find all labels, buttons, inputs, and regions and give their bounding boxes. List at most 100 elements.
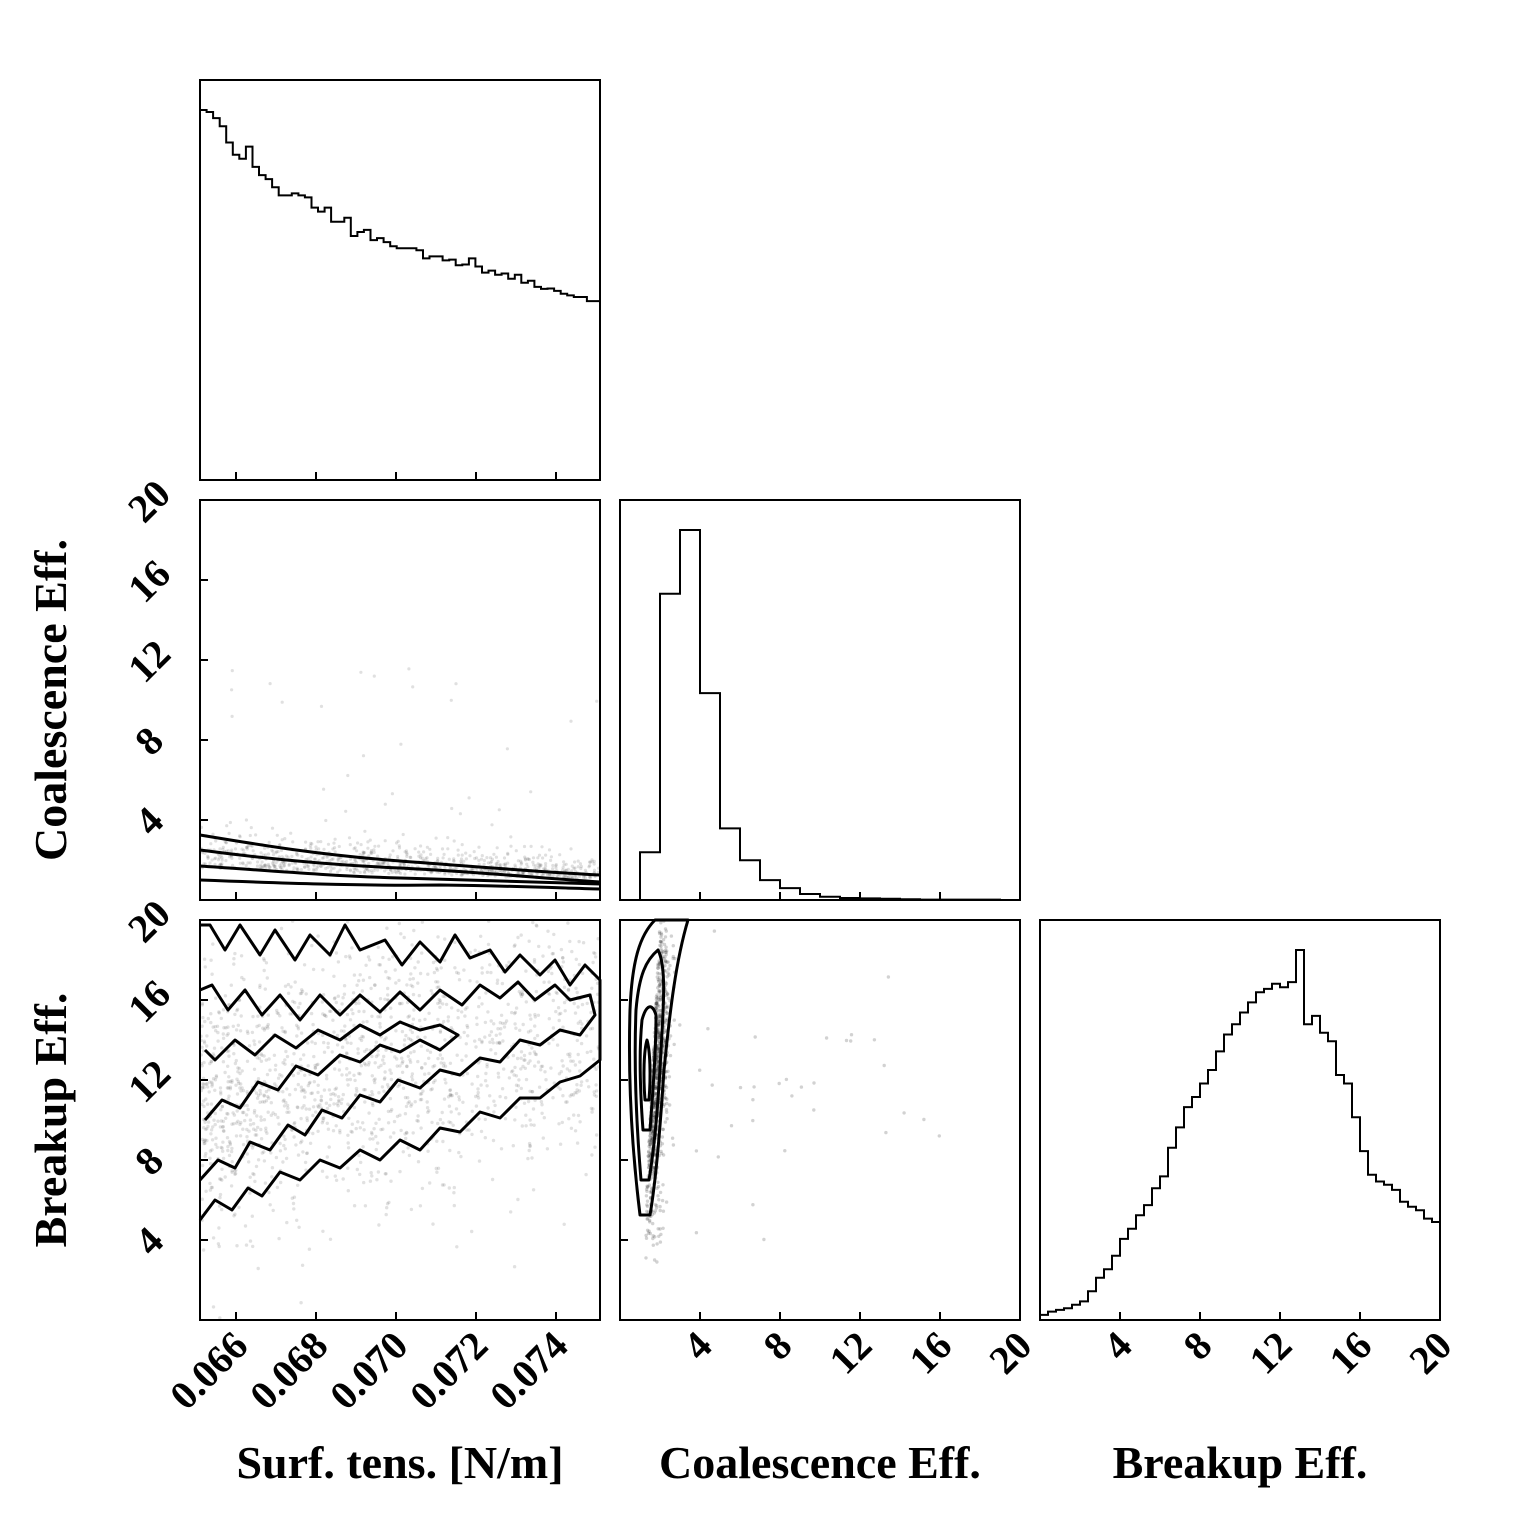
scatter-point [298,991,303,996]
scatter-point [658,939,662,944]
scatter-point [300,989,305,994]
scatter-point [361,1035,365,1039]
scatter-point [483,1020,488,1025]
scatter-point [470,868,474,872]
scatter-point [476,1087,480,1091]
scatter-point [337,1060,342,1064]
scatter-point [537,1085,542,1089]
scatter-point [222,1129,226,1133]
scatter-point [345,1052,349,1056]
scatter-point [347,954,352,958]
scatter-point [473,856,477,861]
scatter-point [519,991,523,995]
x-axis-label-coalescence: Coalescence Eff. [659,1437,981,1488]
scatter-point [658,1190,663,1195]
scatter-point [358,870,362,875]
scatter-point [340,1073,344,1077]
scatter-point [455,1053,459,1057]
scatter-point [332,1030,336,1034]
scatter-point [657,1036,661,1040]
scatter-point [403,872,407,876]
scatter-point [399,1128,403,1133]
scatter-point [405,1000,410,1005]
scatter-point [299,1085,303,1089]
scatter-point [544,853,548,857]
scatter-point [353,867,357,872]
scatter-point [447,1120,451,1124]
scatter-point [531,1188,536,1192]
scatter-point [660,941,664,945]
scatter-point [427,1109,431,1113]
scatter-point [490,857,494,861]
scatter-point [512,1265,517,1269]
scatter-point [452,1203,456,1208]
scatter-point [649,1139,654,1143]
scatter-point [226,849,230,853]
scatter-point [233,1212,237,1216]
scatter-point [306,1041,310,1045]
scatter-point [665,949,669,953]
scatter-point [522,1101,527,1106]
scatter-point [209,1102,214,1106]
scatter-point [326,1127,331,1131]
scatter-point [387,871,391,876]
scatter-point [401,1150,405,1154]
scatter-point [214,1136,218,1140]
scatter-point [376,945,380,949]
scatter-point [663,963,667,968]
scatter-point [304,992,308,996]
scatter-point [341,859,345,864]
scatter-point [483,1035,487,1039]
scatter-point [568,1069,572,1073]
scatter-point [243,1118,247,1123]
scatter-point [216,1039,220,1043]
scatter-point [223,994,228,998]
scatter-point [271,859,276,864]
scatter-point [434,836,438,840]
scatter-point [418,1018,422,1023]
scatter-point [251,1014,255,1019]
scatter-point [433,865,438,870]
scatter-point [678,1023,682,1027]
scatter-point [244,818,248,822]
scatter-point [546,991,551,996]
scatter-point [443,958,447,962]
scatter-point [285,1103,290,1108]
scatter-point [408,1037,413,1042]
scatter-point [490,823,494,827]
scatter-point [532,1050,537,1054]
scatter-point [566,867,570,872]
scatter-point [278,843,282,847]
scatter-point [654,1001,658,1005]
scatter-point [300,854,304,859]
scatter-point [585,1001,589,1006]
scatter-point [299,1116,303,1121]
scatter-point [428,1181,432,1185]
scatter-point [401,1059,405,1064]
scatter-point [486,1106,490,1110]
scatter-point [340,1045,345,1049]
scatter-point [654,1075,658,1079]
scatter-point [211,1077,216,1081]
scatter-point [224,859,228,863]
scatter-point [316,1083,320,1088]
x-tick-label-breakup: 8 [1174,1323,1220,1369]
scatter-point [536,1013,541,1017]
scatter-point [537,944,541,949]
scatter-point [434,1166,438,1171]
scatter-point [472,867,476,871]
scatter-point [546,873,550,877]
scatter-point [647,1153,652,1158]
scatter-point [564,1100,568,1104]
scatter-point [224,841,229,845]
scatter-point [654,1002,659,1006]
scatter-point [489,1030,494,1034]
scatter-point [323,1013,327,1017]
scatter-point [590,860,594,864]
scatter-point [519,933,523,937]
scatter-point [221,1060,226,1064]
contour-lines-layer [198,833,690,1221]
scatter-point [384,1048,388,1052]
scatter-point [395,1057,399,1061]
scatter-point [291,840,295,844]
